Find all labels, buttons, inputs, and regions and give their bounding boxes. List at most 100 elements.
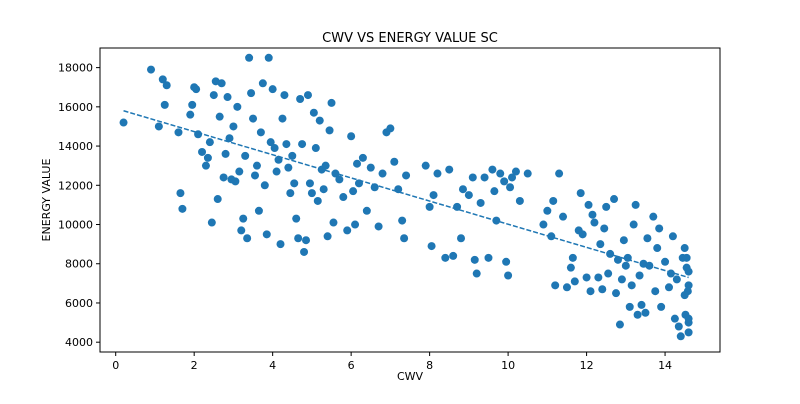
data-point	[235, 167, 244, 176]
data-point	[666, 269, 675, 278]
data-point	[615, 320, 624, 329]
data-point	[429, 191, 438, 200]
data-point	[217, 79, 226, 88]
data-point	[266, 138, 275, 147]
data-point	[635, 271, 644, 280]
data-point	[596, 240, 605, 249]
data-point	[300, 247, 309, 256]
y-tick-label: 14000	[58, 140, 93, 153]
chart-title: CWV VS ENERGY VALUE SC	[322, 31, 498, 46]
data-point	[329, 218, 338, 227]
data-point	[335, 175, 344, 184]
data-point	[623, 253, 632, 262]
data-point	[119, 118, 128, 127]
data-point	[296, 94, 305, 103]
data-point	[676, 332, 685, 341]
data-point	[549, 196, 558, 205]
data-point	[604, 269, 613, 278]
data-point	[641, 308, 650, 317]
data-point	[272, 167, 281, 176]
data-point	[472, 269, 481, 278]
data-point	[492, 216, 501, 225]
data-point	[258, 79, 267, 88]
data-point	[270, 144, 279, 153]
data-point	[398, 216, 407, 225]
y-axis-ticks: 4000 6000 8000 10000 12000 14000 16000 18000	[58, 62, 100, 349]
data-point	[655, 224, 664, 233]
data-point	[313, 196, 322, 205]
data-point	[260, 181, 269, 190]
data-point	[649, 212, 658, 221]
data-point	[453, 202, 462, 211]
data-point	[247, 89, 256, 98]
data-point	[231, 177, 240, 186]
data-point	[637, 300, 646, 309]
data-point	[674, 322, 683, 331]
data-point	[225, 134, 234, 143]
data-point	[292, 214, 301, 223]
data-point	[305, 179, 314, 188]
data-point	[354, 179, 363, 188]
data-point	[661, 257, 670, 266]
data-point	[229, 122, 238, 131]
data-point	[449, 251, 458, 260]
data-point	[506, 183, 515, 192]
data-point	[445, 165, 454, 174]
y-tick-label: 4000	[65, 336, 93, 349]
data-point	[613, 255, 622, 264]
data-point	[511, 167, 520, 176]
data-point	[543, 206, 552, 215]
data-point	[386, 124, 395, 133]
data-point	[594, 273, 603, 282]
data-point	[302, 236, 311, 245]
data-point	[160, 100, 169, 109]
data-point	[600, 224, 609, 233]
data-point	[288, 151, 297, 160]
data-point	[672, 275, 681, 284]
data-point	[480, 173, 489, 182]
data-point	[268, 85, 277, 94]
data-point	[282, 140, 291, 149]
data-point	[203, 153, 212, 162]
data-point	[243, 234, 252, 243]
data-point	[598, 285, 607, 294]
data-point	[629, 220, 638, 229]
data-point	[582, 273, 591, 282]
data-point	[321, 161, 330, 170]
data-point	[201, 161, 210, 170]
data-point	[325, 126, 334, 135]
data-point	[664, 283, 673, 292]
data-point	[223, 93, 232, 102]
data-point	[327, 98, 336, 107]
data-point	[209, 91, 218, 100]
data-point	[284, 163, 293, 172]
data-point	[645, 261, 654, 270]
data-point	[315, 116, 324, 125]
data-point	[562, 283, 571, 292]
data-point	[147, 65, 156, 74]
x-tick-label: 2	[191, 359, 198, 372]
data-point	[233, 102, 242, 111]
data-point	[421, 161, 430, 170]
data-point	[610, 195, 619, 204]
data-point	[323, 232, 332, 241]
data-point	[353, 159, 362, 168]
data-point	[643, 234, 652, 243]
data-point	[547, 232, 556, 241]
data-point	[631, 200, 640, 209]
data-point	[566, 263, 575, 272]
data-point	[612, 289, 621, 298]
data-point	[657, 302, 666, 311]
data-point	[249, 114, 258, 123]
data-point	[311, 144, 320, 153]
data-point	[523, 169, 532, 178]
data-point	[298, 140, 307, 149]
data-point	[262, 230, 271, 239]
data-point	[619, 236, 628, 245]
data-point	[682, 253, 691, 262]
data-point	[290, 179, 299, 188]
data-point	[205, 138, 214, 147]
data-point	[319, 185, 328, 194]
x-tick-label: 14	[658, 359, 672, 372]
